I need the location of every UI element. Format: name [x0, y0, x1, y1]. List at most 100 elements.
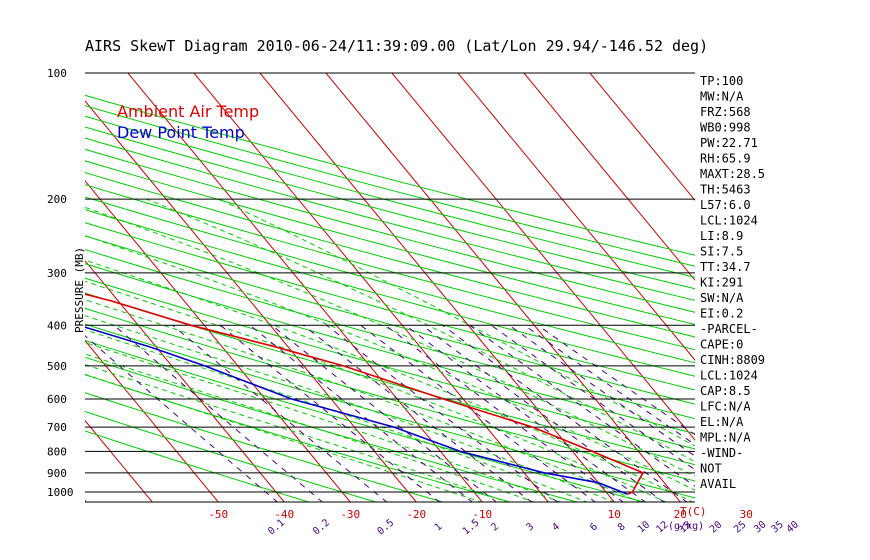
mixing-ratio-line — [113, 324, 324, 502]
dry-adiabat-line — [85, 137, 695, 301]
isotherm-line — [0, 63, 29, 512]
mixing-ratio-tick-label: 1 — [433, 521, 445, 533]
mixing-ratio-tick-label: 8 — [616, 521, 628, 533]
bottom-temp-tick-label: -40 — [274, 508, 294, 521]
moist-adiabat-line — [85, 353, 536, 502]
mixing-ratio-line — [172, 324, 388, 502]
moist-adiabat-line — [85, 315, 615, 502]
isotherm-line — [523, 73, 695, 281]
legend-dew-point: Dew Point Temp — [117, 123, 245, 142]
dry-adiabat-line — [85, 172, 695, 338]
dry-adiabat-line — [85, 126, 695, 290]
y-axis-label: PRESSURE (MB) — [73, 247, 86, 333]
dry-adiabat-line — [85, 160, 695, 326]
moist-adiabat-line — [85, 342, 562, 502]
index-item: TT:34.7 — [700, 260, 751, 274]
mixing-ratio-line — [220, 324, 441, 502]
pressure-tick-label: 600 — [47, 393, 67, 406]
pressure-tick-label: 1000 — [47, 486, 74, 499]
index-item: SI:7.5 — [700, 245, 743, 259]
mixing-ratio-tick-label: 20 — [708, 519, 724, 535]
dry-adiabat-line — [85, 263, 695, 435]
mixing-ratio-line — [537, 324, 695, 436]
pressure-tick-label: 400 — [47, 319, 67, 332]
dry-adiabat-line — [85, 222, 695, 391]
bottom-temp-tick-label: 30 — [740, 508, 753, 521]
pressure-tick-label: 800 — [47, 445, 67, 458]
bottom-temp-tick-label: 10 — [608, 508, 621, 521]
index-item: MW:N/A — [700, 90, 744, 104]
bottom-temp-tick-label: -20 — [406, 508, 426, 521]
pressure-lines — [85, 72, 695, 503]
moist-adiabat-line — [85, 280, 668, 502]
mixing-ratio-tick-label: 0.5 — [375, 517, 396, 537]
dry-adiabat-line — [85, 115, 695, 278]
mixing-ratio-line — [360, 324, 597, 502]
index-item: NOT — [700, 462, 722, 476]
pressure-tick-label: 100 — [47, 67, 67, 80]
mixing-ratio-tick-label: 10 — [636, 519, 652, 535]
index-item: KI:291 — [700, 276, 743, 290]
mixing-ratio-line — [326, 324, 559, 502]
index-item: FRZ:568 — [700, 105, 751, 119]
mixing-ratio-tick-label: 25 — [732, 519, 748, 535]
pressure-tick-label: 300 — [47, 267, 67, 280]
index-item: SW:N/A — [700, 291, 744, 305]
mixing-ratio-line — [303, 324, 533, 502]
moist-adiabat-line — [85, 364, 509, 502]
index-item: TP:100 — [700, 74, 743, 88]
dry-adiabat-line — [85, 209, 695, 377]
air-temp-line — [85, 293, 645, 495]
mixing-ratio-line — [524, 324, 695, 446]
isotherm-line — [391, 73, 695, 441]
index-item: LCL:1024 — [700, 369, 758, 383]
isotherm-line — [85, 180, 351, 502]
index-item: MAXT:28.5 — [700, 167, 765, 181]
dry-adiabat-line — [85, 277, 695, 450]
mixing-ratio-line — [491, 324, 695, 471]
index-item: AVAIL — [700, 477, 736, 491]
index-item: EI:0.2 — [700, 307, 743, 321]
index-item: WB0:998 — [700, 121, 751, 135]
mixing-ratio-tick-label: 30 — [752, 519, 768, 535]
index-item: -WIND- — [700, 446, 743, 460]
isotherm-line — [589, 73, 695, 202]
mixing-ratio-tick-label: 2 — [489, 521, 501, 533]
index-item: LI:8.9 — [700, 229, 743, 243]
pressure-tick-label: 900 — [47, 467, 67, 480]
chart-title: AIRS SkewT Diagram 2010-06-24/11:39:09.0… — [85, 37, 708, 55]
dry-adiabat-line — [85, 105, 695, 267]
mixing-ratio-tick-label: 3 — [525, 521, 537, 533]
dry-adiabat-line — [85, 94, 695, 256]
mixing-ratio-line — [508, 324, 695, 457]
dry-adiabat-line — [85, 148, 695, 313]
mixing-ratio-line — [469, 324, 695, 487]
index-item: EL:N/A — [700, 415, 744, 429]
dry-adiabat-line — [85, 196, 695, 364]
index-item: CAP:8.5 — [700, 384, 751, 398]
moist-adiabat-line — [85, 235, 695, 491]
legend-air-temp: Ambient Air Temp — [117, 102, 259, 121]
isotherm-line — [85, 419, 153, 502]
dry-adiabat-line — [85, 235, 695, 405]
mixing-ratio-tick-label: 40 — [785, 519, 801, 535]
isotherm-line — [457, 73, 695, 361]
mixing-ratio-line — [271, 324, 498, 502]
moist-adiabat-line — [85, 299, 642, 502]
isotherm-line — [85, 259, 285, 502]
index-item: CINH:8809 — [700, 353, 765, 367]
mixing-ratio-tick-label: 0.2 — [311, 517, 332, 537]
mixing-ratio-tick-label: 4 — [550, 521, 562, 533]
bottom-temp-tick-label: -50 — [208, 508, 228, 521]
dry-adiabat-line — [85, 249, 695, 420]
index-item: -PARCEL- — [700, 322, 758, 336]
index-item: L57:6.0 — [700, 198, 751, 212]
isotherm-line — [259, 73, 615, 502]
x-unit-label: T(C) — [680, 505, 707, 518]
moist-adiabat-line — [85, 259, 694, 502]
bottom-temp-tick-label: 20 — [674, 508, 687, 521]
dry-adiabat-line — [85, 184, 695, 351]
mixing-unit-label: (g/kg) — [668, 521, 704, 532]
index-item: LCL:1024 — [700, 214, 758, 228]
